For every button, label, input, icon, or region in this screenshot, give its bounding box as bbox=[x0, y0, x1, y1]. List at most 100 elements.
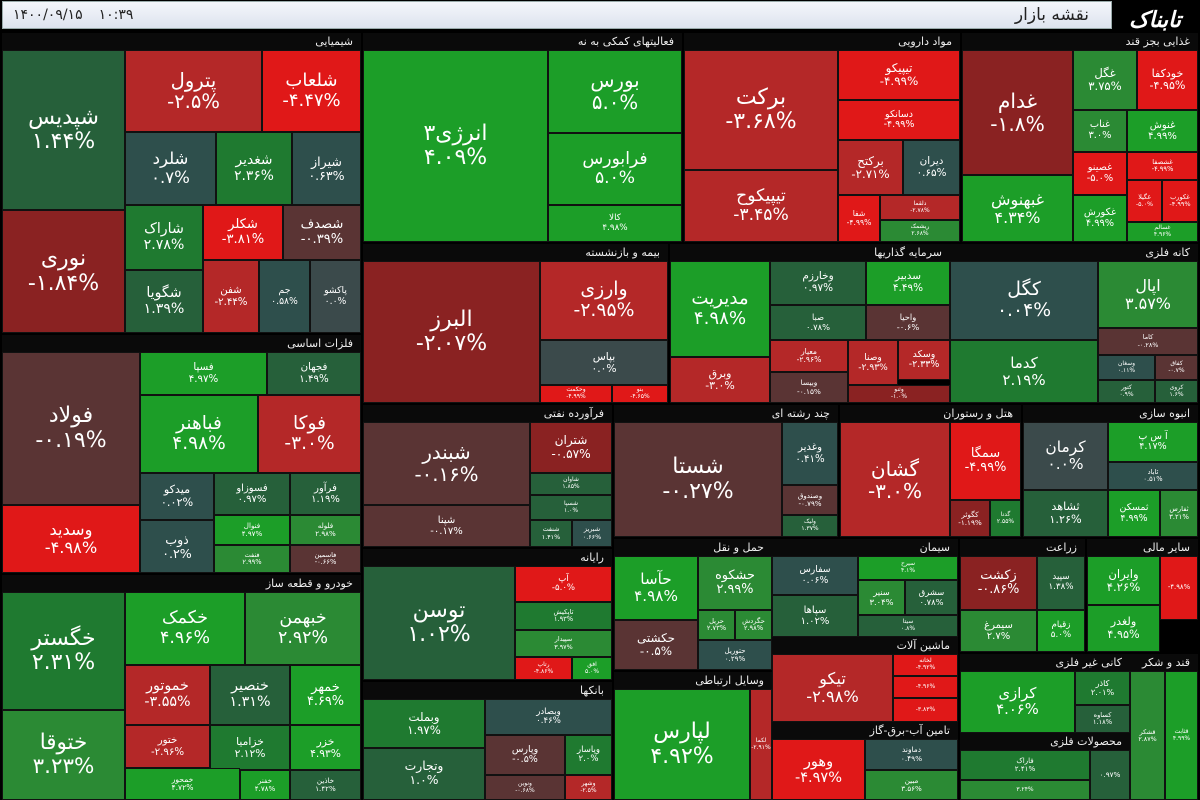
symbol: ذوب bbox=[165, 531, 189, 547]
stock-tile: کرازی ۴.۰۶% bbox=[960, 671, 1075, 733]
stock-tile: دماوند ۰.۴۹% bbox=[865, 739, 958, 770]
date: ۱۴۰۰/۰۹/۱۵ bbox=[13, 7, 83, 23]
change: -۴.۹۸% bbox=[1167, 583, 1191, 592]
symbol: تیپیکوح bbox=[736, 186, 786, 207]
sector: مواد دارویی برکت -۳.۶۸% تیپیکو -۴.۹۹% دسانکو -… bbox=[684, 33, 960, 242]
change: ۰.۵۸% bbox=[271, 295, 298, 307]
stock-tile: حکشتی -۰.۵% bbox=[614, 620, 698, 670]
change: ۲.۳۱% bbox=[31, 650, 96, 675]
symbol: وبصادر bbox=[536, 706, 561, 717]
stock-tile: فسوزاو ۰.۹۷% bbox=[214, 473, 290, 515]
stock-tile: سپاها ۱.۰۲% bbox=[772, 595, 858, 637]
change: -۲.۹۶% bbox=[150, 746, 185, 758]
symbol: صبا bbox=[811, 312, 825, 323]
stock-tile: شصدف -۰.۳۹% bbox=[283, 205, 361, 260]
stock-tile: ثشاهد ۱.۲۶% bbox=[1023, 490, 1108, 537]
symbol: فرآور bbox=[314, 483, 337, 494]
change: ۳.۲۱% bbox=[1169, 512, 1189, 521]
stock-tile: قشکر ۲.۸۷% bbox=[1130, 671, 1165, 800]
sector: فلزات اساسی فولاد -۰.۱۹% وسدید -۴.۹۸% فسپا ۴.۹… bbox=[2, 335, 361, 573]
sector-title: شیمیایی bbox=[2, 33, 361, 50]
symbol: فباهنر bbox=[176, 412, 222, 434]
change: ۴.۹۹% bbox=[1148, 131, 1177, 142]
sector-title: حمل و نقل bbox=[614, 539, 772, 556]
title: نقشه بازار bbox=[1014, 5, 1089, 25]
symbol: وصندوق bbox=[797, 491, 823, 501]
symbol: شیراز bbox=[311, 153, 342, 169]
symbol: فاسمین bbox=[314, 550, 337, 559]
change: -۲.۳۳% bbox=[908, 359, 940, 370]
stock-tile: آپ -۵.۰% bbox=[515, 566, 612, 602]
stock-tile: سنیر ۳.۰۴% bbox=[858, 580, 905, 615]
symbol: خنصیر bbox=[231, 678, 269, 695]
stock-tile: خنصیر ۱.۳۱% bbox=[210, 665, 290, 725]
symbol: کرمان bbox=[1045, 438, 1086, 457]
symbol: شستا bbox=[672, 454, 724, 480]
sector: حمل و نقل حآسا ۴.۹۸% حشکوه ۲.۹۹% حکشتی -۰.۵% حر… bbox=[614, 539, 772, 670]
stock-tile: خفنر ۴.۷۸% bbox=[240, 770, 290, 800]
symbol: خبهمن bbox=[279, 608, 327, 629]
change: -۲.۹۳% bbox=[858, 362, 888, 373]
symbol: وبیسا bbox=[800, 378, 818, 388]
stock-tile: وبرق -۳.۰% bbox=[670, 357, 770, 403]
symbol: اپال bbox=[1135, 275, 1161, 295]
stock-tile: حریل ۲.۷۳% bbox=[698, 610, 735, 640]
symbol: وغدیر bbox=[797, 442, 822, 454]
change: ۴.۲۶% bbox=[1106, 579, 1141, 594]
stock-tile: بپاس ۰.۰% bbox=[540, 340, 668, 385]
stock-tile: معیار -۲.۹۶% bbox=[770, 340, 848, 372]
stock-tile: کروی ۱.۶% bbox=[1155, 380, 1198, 403]
symbol: نوری bbox=[40, 246, 87, 272]
stock-tile: فنفت ۲.۹۹% bbox=[214, 545, 290, 573]
change: -۰.۵۷% bbox=[551, 446, 591, 461]
change: ۳.۹۷% bbox=[554, 642, 573, 651]
symbol: میدکو bbox=[163, 483, 191, 497]
change: ۰.۰۴% bbox=[996, 299, 1052, 321]
symbol: ونوین bbox=[518, 779, 532, 787]
symbol: سپاها bbox=[803, 605, 827, 616]
change: ۲.۷۸% bbox=[143, 236, 185, 253]
stock-tile: فرآور ۱.۱۹% bbox=[290, 473, 361, 515]
change: ۱.۴۹% bbox=[299, 373, 329, 385]
sector-title: ماشین آلات bbox=[772, 637, 958, 654]
stock-tile: خگستر ۲.۳۱% bbox=[2, 592, 125, 710]
symbol: وثنو bbox=[894, 386, 904, 394]
change: ۳.۲۴% bbox=[1016, 785, 1034, 793]
symbol: گدنا bbox=[1000, 510, 1011, 518]
symbol: شپنا bbox=[437, 515, 456, 526]
change: -۲.۹۵% bbox=[573, 299, 635, 321]
stock-tile: خمهر ۴.۶۹% bbox=[290, 665, 361, 725]
stock-tile: حگردش ۲.۹۸% bbox=[735, 610, 772, 640]
change: -۰.۱۹% bbox=[35, 427, 107, 453]
symbol: سیتا bbox=[902, 618, 914, 626]
sector-title: زراعت bbox=[960, 539, 1085, 556]
stock-tile: سیتا ۰.۸% bbox=[858, 615, 958, 637]
change: ۴.۹۷% bbox=[188, 373, 219, 385]
change: ۴.۹۸% bbox=[634, 587, 678, 605]
symbol: سنیر bbox=[873, 587, 890, 598]
change: -۳.۸۳% bbox=[915, 705, 936, 713]
change: ۲.۹۹% bbox=[242, 558, 262, 566]
change: -۴.۸۶% bbox=[533, 667, 554, 675]
stock-tile: خزامیا ۲.۱۲% bbox=[210, 725, 290, 770]
symbol: فرابورس bbox=[582, 149, 648, 170]
symbol: کگل bbox=[1007, 278, 1041, 300]
symbol: وایران bbox=[1108, 566, 1139, 581]
stock-tile: دلقما -۲.۷۸% bbox=[880, 195, 960, 220]
stock-tile: لپارس ۴.۹۲% bbox=[614, 689, 750, 800]
sector: رایانه توسن ۱.۰۲% آپ -۵.۰% تاپکیش ۱.۹۳% سپیدار ۳… bbox=[363, 549, 612, 680]
stock-tile: ولغدر ۴.۹۵% bbox=[1087, 605, 1160, 652]
change: ۰.۰۶% bbox=[801, 574, 829, 586]
stock-tile: خمحور ۴.۷۲% bbox=[125, 768, 240, 800]
symbol: ریشمک bbox=[910, 223, 930, 231]
change: ۴.۴۹% bbox=[892, 282, 924, 294]
stock-tile: تاپکیش ۱.۹۳% bbox=[515, 602, 612, 630]
change: ۳.۵۷% bbox=[1125, 293, 1171, 313]
stock-tile: نوری -۱.۸۴% bbox=[2, 210, 125, 333]
stock-tile: میدکو ۰.۰۲% bbox=[140, 473, 214, 520]
stock-tile: کساوه ۱.۱۸% bbox=[1075, 705, 1130, 733]
logo: تابناک bbox=[1129, 7, 1181, 33]
change: -۳.۰% bbox=[867, 478, 923, 503]
stock-tile: وحکمت -۴.۹۹% bbox=[540, 385, 612, 403]
